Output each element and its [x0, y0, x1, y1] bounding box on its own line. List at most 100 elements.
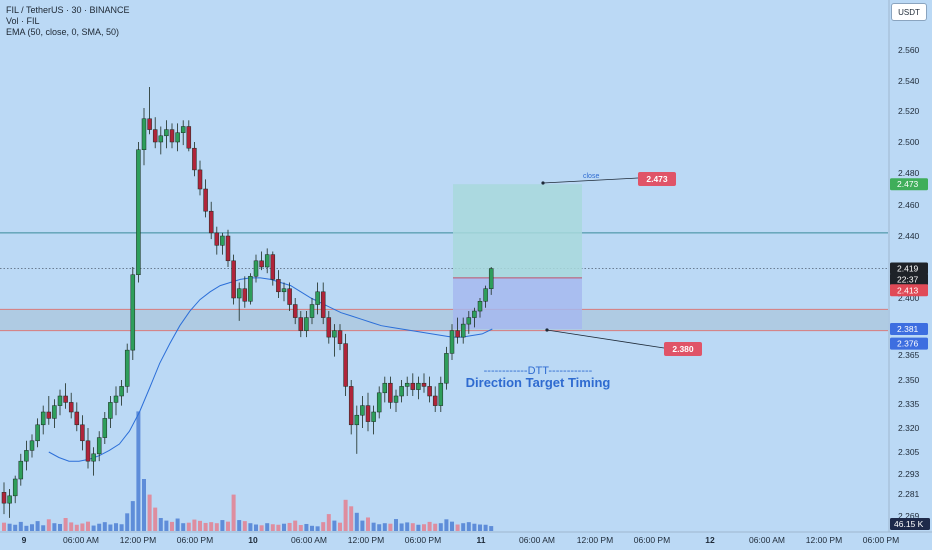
candle-body [214, 232, 220, 246]
symbol-title[interactable]: FIL / TetherUS · 30 · BINANCE [6, 5, 130, 15]
time-tick-label: 06:00 PM [405, 535, 441, 545]
candle [332, 324, 337, 357]
candle [158, 126, 164, 155]
candle [276, 270, 281, 298]
candle [68, 392, 74, 419]
time-tick-label: 9 [22, 535, 27, 545]
candle-body [197, 169, 203, 190]
time-tick-label: 06:00 PM [634, 535, 670, 545]
volume-bar [97, 523, 102, 531]
candle [360, 396, 365, 428]
candle-body [360, 405, 365, 416]
candle-body [24, 450, 29, 462]
volume-bar [489, 526, 494, 531]
candle [315, 282, 320, 315]
volume-bar [102, 522, 107, 531]
candle-body [63, 395, 68, 403]
candle [410, 373, 416, 396]
candle-body [421, 382, 427, 387]
volume-bar [248, 523, 253, 531]
candle [124, 343, 130, 393]
volume-bar [360, 520, 365, 531]
candle-body [466, 317, 472, 325]
candle-body [242, 288, 248, 302]
volume-bar [2, 522, 6, 531]
candle [96, 431, 102, 462]
volume-bar [237, 520, 242, 531]
candle-body [29, 440, 35, 451]
target-zone [453, 184, 582, 278]
candle [466, 311, 472, 334]
volume-bar [220, 520, 225, 531]
volume-bar [450, 521, 454, 531]
volume-tag-text: 46.15 K [894, 519, 924, 529]
candle-body [326, 317, 332, 338]
candle [164, 120, 169, 149]
candle-body [147, 118, 152, 130]
volume-bar [24, 525, 29, 531]
target-tag-box [638, 172, 676, 186]
time-axis: 9 06:00 AM 12:00 PM 06:00 PM 10 06:00 AM 12:00… [0, 531, 932, 545]
volume-bar [164, 520, 169, 531]
volume-bar [276, 524, 281, 531]
volume-bar [80, 523, 85, 531]
volume-bar [461, 523, 466, 531]
currency-button[interactable]: USDT [891, 3, 927, 21]
candle-body [399, 386, 404, 397]
volume-bar [63, 518, 68, 531]
volume-bar [231, 494, 236, 531]
time-tick-label: 12:00 PM [120, 535, 156, 545]
volume-bar [287, 522, 292, 531]
candle [102, 412, 108, 444]
candle-body [259, 260, 264, 268]
volume-bar [214, 523, 219, 531]
candle-body [186, 126, 192, 149]
candle [488, 267, 494, 295]
volume-bar [147, 494, 152, 531]
volume-bar [209, 522, 214, 531]
time-tick-label: 11 [477, 535, 486, 545]
volume-bar [405, 522, 410, 531]
candle-body [236, 288, 242, 299]
candle-body [68, 402, 74, 413]
ema-indicator-label[interactable]: EMA (50, close, 0, SMA, 50) [6, 27, 120, 37]
volume-bar [153, 507, 158, 531]
candle [354, 405, 360, 454]
volume-indicator-label[interactable]: Vol · FIL [6, 16, 40, 26]
candle [57, 389, 63, 416]
candle [304, 311, 309, 338]
candle-body [52, 405, 57, 419]
chart-legend: FIL / TetherUS · 30 · BINANCE Vol · FIL … [6, 5, 130, 38]
price-tick-label: 2.335 [898, 399, 920, 409]
volume-bar [354, 512, 359, 531]
candle [292, 298, 298, 325]
price-tick-label: 2.350 [898, 375, 920, 385]
candle-body [410, 382, 416, 390]
candle [253, 254, 259, 283]
volume-bar [254, 524, 258, 531]
volume-bar [321, 522, 326, 531]
candle-body [164, 129, 169, 137]
candle [404, 376, 410, 396]
candle [74, 402, 80, 432]
candle-body [365, 405, 371, 422]
candle-body [46, 411, 52, 419]
candle [472, 307, 477, 328]
price-tick-label: 2.460 [898, 200, 920, 210]
candle-body [416, 382, 421, 390]
volume-bar [136, 411, 141, 531]
candle-body [80, 424, 85, 442]
candle [326, 311, 332, 344]
volume-bar [74, 524, 79, 531]
price-axis: 2.5602.5402.5202.5002.4802.4602.4402.420… [888, 0, 930, 532]
volume-bar [399, 523, 404, 531]
candle [225, 229, 231, 267]
annotations-layer: close 2.473 2.380 ------------DTT----------… [466, 172, 702, 390]
candle-body [460, 323, 466, 338]
time-tick-label: 06:00 AM [519, 535, 555, 545]
candle-body [119, 386, 124, 397]
time-tick-label: 06:00 AM [749, 535, 785, 545]
candle [192, 142, 197, 177]
